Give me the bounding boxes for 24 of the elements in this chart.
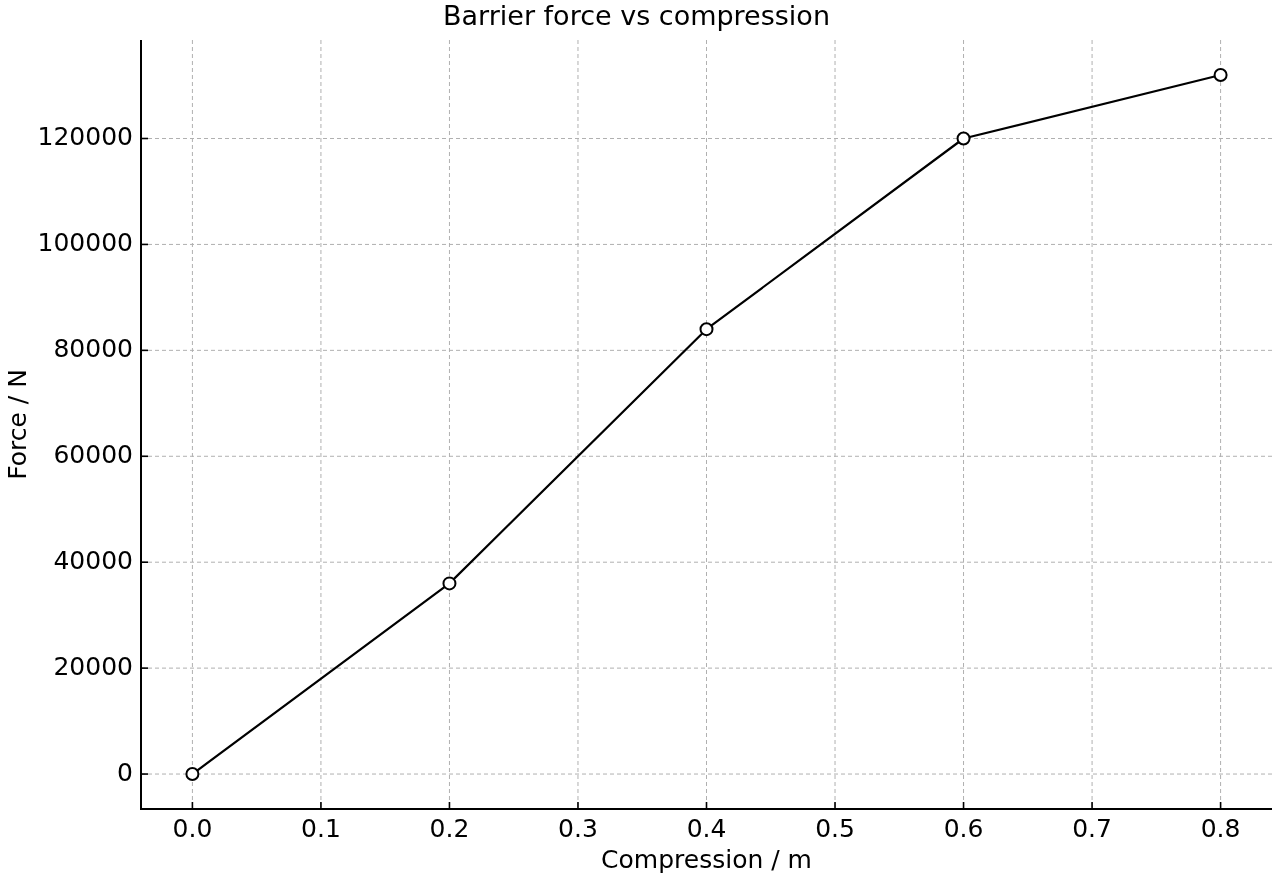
point — [699, 322, 714, 337]
point — [956, 131, 971, 146]
x-tick-label: 0.3 — [558, 813, 598, 843]
chart-title: Barrier force vs compression — [443, 0, 830, 32]
x-tick-label: 0.0 — [172, 813, 213, 843]
x-tick-label: 0.5 — [815, 813, 855, 843]
y-tick-label: 120000 — [37, 122, 133, 152]
x-axis-title: Compression / m — [601, 844, 812, 874]
y-tick-label: 80000 — [53, 333, 133, 363]
x-tick-label: 0.2 — [429, 813, 470, 843]
y-tick-label: 0 — [117, 757, 133, 787]
point — [185, 767, 200, 782]
x-tick-label: 0.8 — [1200, 813, 1241, 843]
point — [442, 576, 457, 591]
x-tick-label: 0.7 — [1072, 813, 1112, 843]
y-tick-label: 20000 — [53, 651, 133, 681]
y-tick-label: 60000 — [53, 439, 133, 469]
point — [1213, 67, 1228, 82]
y-axis-title: Force / N — [2, 369, 32, 480]
y-tick-label: 100000 — [37, 227, 133, 257]
x-tick-label: 0.4 — [686, 813, 727, 843]
x-tick-label: 0.6 — [943, 813, 984, 843]
y-tick-label: 40000 — [53, 545, 133, 575]
x-tick-label: 0.1 — [301, 813, 341, 843]
